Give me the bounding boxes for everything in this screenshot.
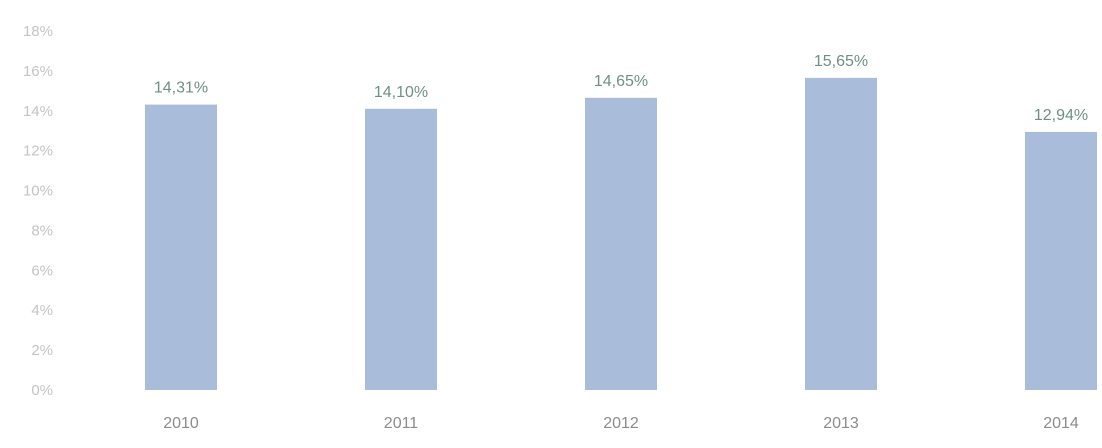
bar-2013 — [805, 77, 877, 390]
y-tick-label: 2% — [31, 342, 53, 359]
y-tick-label: 14% — [23, 103, 53, 120]
x-tick-label-2010: 2010 — [163, 415, 199, 432]
y-tick-label: 12% — [23, 143, 53, 160]
data-labels: 14,31% 14,10% 14,65% 15,65% 12,94% — [154, 53, 1088, 124]
y-tick-label: 4% — [31, 302, 53, 319]
x-tick-label-2012: 2012 — [603, 415, 639, 432]
y-tick-label: 6% — [31, 262, 53, 279]
y-tick-label: 18% — [23, 23, 53, 40]
bar-2010 — [145, 104, 217, 390]
data-label-2012: 14,65% — [594, 73, 648, 90]
y-tick-label: 8% — [31, 222, 53, 239]
x-tick-label-2014: 2014 — [1043, 415, 1079, 432]
bar-2012 — [585, 97, 657, 390]
y-tick-label: 16% — [23, 63, 53, 80]
bar-2011 — [365, 108, 437, 391]
y-tick-label: 0% — [31, 382, 53, 399]
x-axis: 2010 2011 2012 2013 2014 — [163, 415, 1079, 432]
x-tick-label-2013: 2013 — [823, 415, 859, 432]
y-axis: 0% 2% 4% 6% 8% 10% 12% 14% 16% 18% — [23, 23, 53, 399]
x-tick-label-2011: 2011 — [384, 415, 419, 432]
y-tick-label: 10% — [23, 183, 53, 200]
data-label-2011: 14,10% — [374, 84, 428, 101]
bar-2014 — [1025, 131, 1097, 390]
data-label-2014: 12,94% — [1034, 107, 1088, 124]
bars — [145, 77, 1097, 391]
data-label-2013: 15,65% — [814, 53, 868, 70]
data-label-2010: 14,31% — [154, 80, 208, 97]
